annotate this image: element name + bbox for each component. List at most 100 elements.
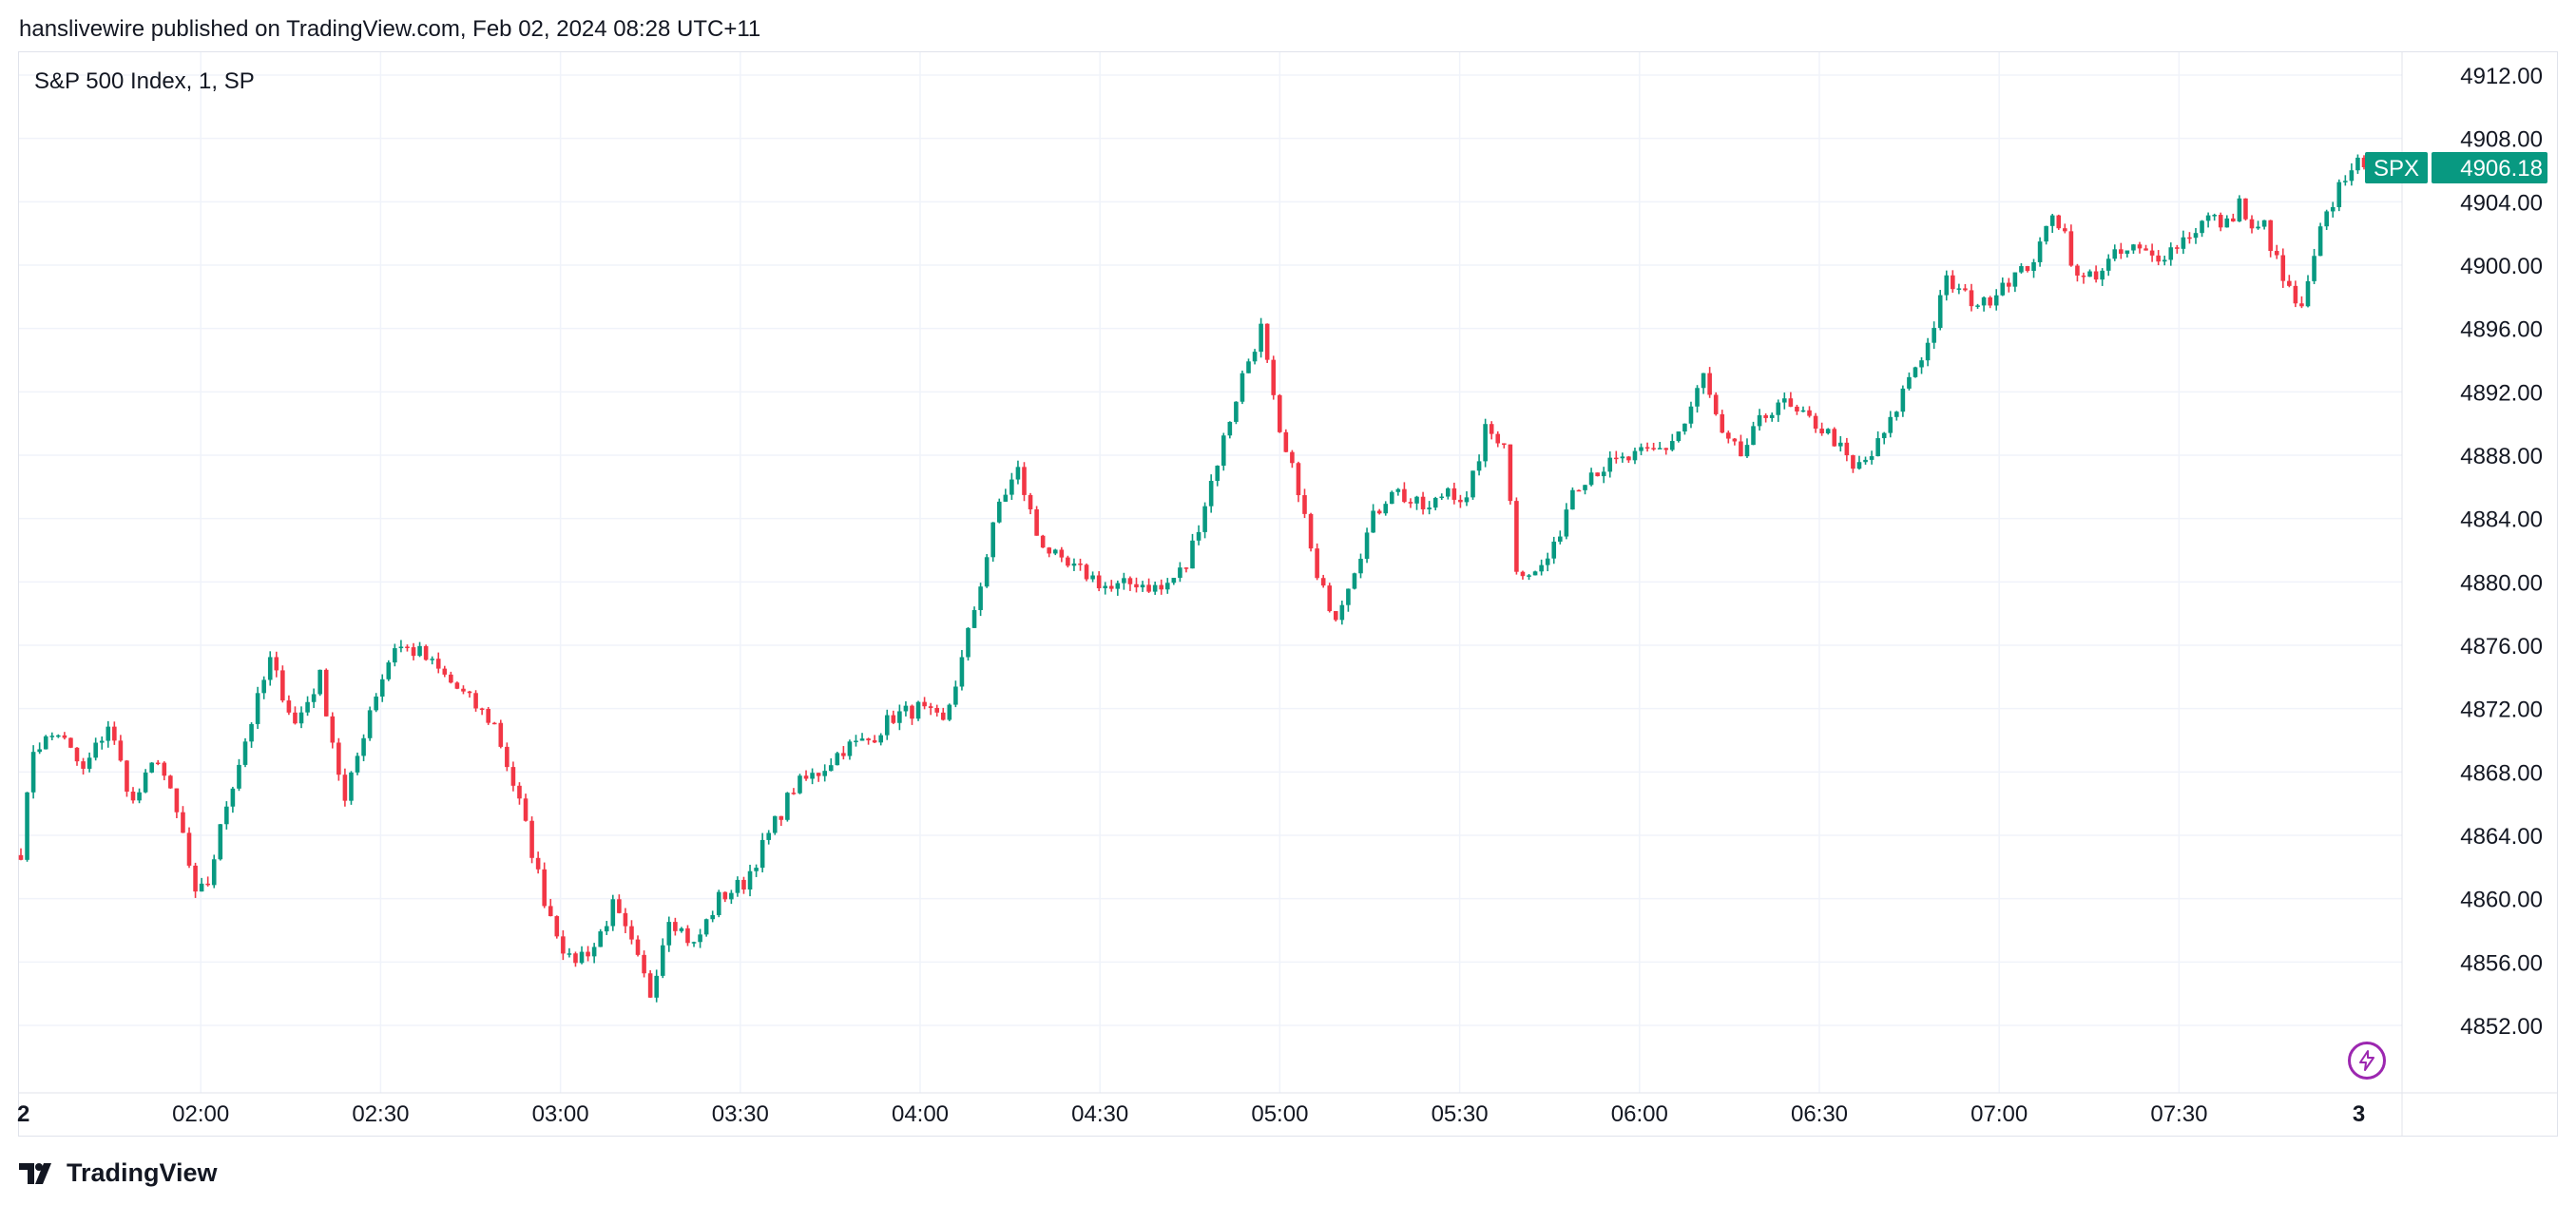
- candle: [454, 681, 460, 690]
- candle-body: [735, 879, 740, 893]
- candle-body: [2063, 228, 2067, 232]
- candle-body: [1034, 508, 1039, 536]
- candle: [1152, 581, 1158, 595]
- candle: [317, 669, 322, 697]
- candle: [1875, 430, 1880, 457]
- candle: [1084, 563, 1089, 582]
- candle: [2100, 268, 2105, 286]
- x-tick-label: 07:00: [1970, 1101, 2028, 1127]
- candle-body: [2324, 211, 2329, 227]
- candle: [2261, 220, 2267, 230]
- candle: [18, 848, 24, 861]
- candle: [647, 969, 653, 998]
- candle: [1395, 488, 1401, 496]
- candle-body: [934, 707, 940, 713]
- candle-body: [1371, 510, 1375, 533]
- candle: [610, 894, 616, 931]
- candle: [1682, 423, 1687, 435]
- candle: [1108, 580, 1114, 592]
- candle-body: [2105, 258, 2111, 271]
- candle: [411, 642, 416, 660]
- candle-body: [1432, 497, 1438, 508]
- candle: [81, 757, 86, 775]
- candle: [330, 712, 336, 749]
- candle: [2093, 265, 2099, 283]
- candle: [386, 660, 392, 681]
- candle-body: [1146, 584, 1151, 592]
- y-tick-label: 4904.00: [2460, 190, 2543, 216]
- candle: [1439, 493, 1445, 501]
- candle-body: [1744, 445, 1750, 457]
- candle-body: [1078, 564, 1083, 565]
- lightning-button[interactable]: [2348, 1042, 2386, 1080]
- candle-body: [647, 973, 653, 998]
- candle-body: [230, 788, 236, 807]
- candle-body: [816, 773, 821, 776]
- candle: [237, 758, 241, 792]
- candle: [866, 737, 871, 745]
- candle-body: [261, 679, 266, 694]
- candle: [1127, 576, 1133, 591]
- candle: [1308, 512, 1314, 552]
- candle: [1532, 570, 1538, 576]
- candle: [2274, 244, 2279, 259]
- candle: [1015, 460, 1021, 485]
- candle: [1383, 501, 1389, 516]
- candle-body: [336, 742, 341, 775]
- candle: [367, 706, 373, 741]
- candle: [155, 759, 161, 766]
- candle: [1751, 421, 1756, 446]
- candle: [1489, 421, 1494, 440]
- candle: [959, 650, 965, 691]
- candle: [2336, 179, 2342, 212]
- y-tick-label: 4892.00: [2460, 380, 2543, 406]
- candle: [2063, 223, 2067, 234]
- candle-body: [1464, 497, 1470, 503]
- candle-body: [211, 859, 217, 886]
- x-tick-label: 07:30: [2150, 1101, 2207, 1127]
- candle-body: [274, 657, 279, 671]
- tradingview-brand[interactable]: TradingView: [19, 1158, 218, 1188]
- candle-body: [2149, 250, 2155, 256]
- candle: [1271, 355, 1277, 400]
- candle: [1838, 435, 1843, 452]
- x-tick-label: 2: [17, 1101, 29, 1127]
- candle-body: [947, 704, 952, 720]
- candle-body: [1159, 584, 1164, 590]
- y-tick-label: 4908.00: [2460, 127, 2543, 153]
- candle-body: [2299, 303, 2304, 307]
- candle: [2025, 265, 2030, 273]
- candle-body: [486, 709, 490, 723]
- candle-body: [1402, 488, 1407, 503]
- candle-body: [49, 736, 55, 737]
- candle-body: [255, 693, 260, 724]
- candle-body: [872, 740, 877, 743]
- candle: [311, 688, 317, 708]
- candle-body: [467, 691, 472, 694]
- candle-body: [884, 715, 890, 736]
- candle: [342, 768, 348, 807]
- candle: [461, 685, 466, 695]
- candle-body: [193, 865, 198, 892]
- candle: [87, 752, 92, 773]
- candle-body: [93, 742, 98, 758]
- candle-body: [1009, 479, 1014, 495]
- candle-body: [1963, 288, 1968, 291]
- candle-body: [623, 912, 628, 927]
- candle-body: [205, 883, 210, 886]
- candle-body: [1066, 557, 1070, 566]
- candle-body: [1134, 583, 1139, 588]
- candle-body: [87, 757, 92, 769]
- candle-body: [940, 712, 946, 720]
- candle: [891, 710, 896, 724]
- candle-body: [491, 722, 497, 725]
- candle: [2131, 243, 2136, 255]
- candle-body: [966, 627, 971, 658]
- y-tick-label: 4884.00: [2460, 507, 2543, 533]
- candle-body: [1676, 431, 1682, 442]
- candle-body: [1626, 456, 1631, 461]
- candle: [2162, 256, 2167, 266]
- candle: [1140, 581, 1145, 592]
- candle: [1264, 323, 1270, 363]
